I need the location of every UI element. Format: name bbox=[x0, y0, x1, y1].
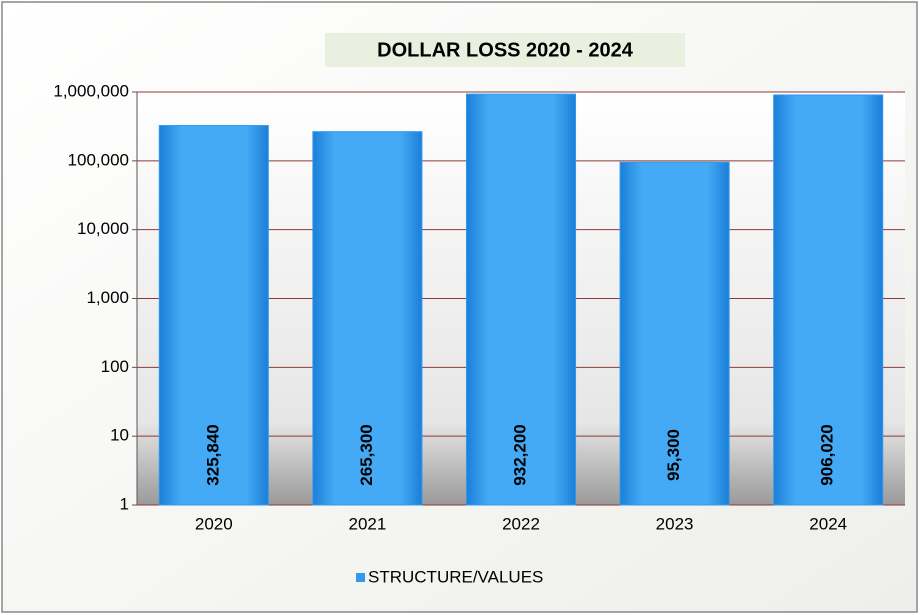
y-tick-label: 100,000 bbox=[68, 150, 129, 169]
bar bbox=[773, 94, 884, 506]
data-label: 95,300 bbox=[664, 429, 683, 481]
legend-label: STRUCTURE/VALUES bbox=[368, 567, 543, 586]
x-tick-label: 2021 bbox=[348, 514, 386, 533]
data-label: 932,200 bbox=[510, 424, 529, 485]
x-tick-label: 2020 bbox=[195, 514, 233, 533]
bar bbox=[312, 131, 423, 506]
data-label: 325,840 bbox=[203, 424, 222, 485]
y-tick-label: 100 bbox=[101, 357, 129, 376]
x-tick-label: 2023 bbox=[656, 514, 694, 533]
y-tick-label: 10,000 bbox=[77, 219, 129, 238]
y-tick-label: 10 bbox=[110, 426, 129, 445]
chart-title: DOLLAR LOSS 2020 - 2024 bbox=[377, 39, 634, 61]
legend-swatch bbox=[356, 573, 365, 582]
y-tick-label: 1,000,000 bbox=[53, 81, 129, 100]
data-label: 265,300 bbox=[357, 424, 376, 485]
y-tick-label: 1,000 bbox=[86, 288, 129, 307]
title-box bbox=[325, 33, 685, 67]
bar bbox=[619, 161, 730, 506]
bar bbox=[158, 125, 269, 506]
x-tick-label: 2022 bbox=[502, 514, 540, 533]
data-label: 906,020 bbox=[818, 424, 837, 485]
x-tick-label: 2024 bbox=[809, 514, 847, 533]
bar bbox=[465, 93, 577, 506]
y-tick-label: 1 bbox=[120, 494, 129, 513]
